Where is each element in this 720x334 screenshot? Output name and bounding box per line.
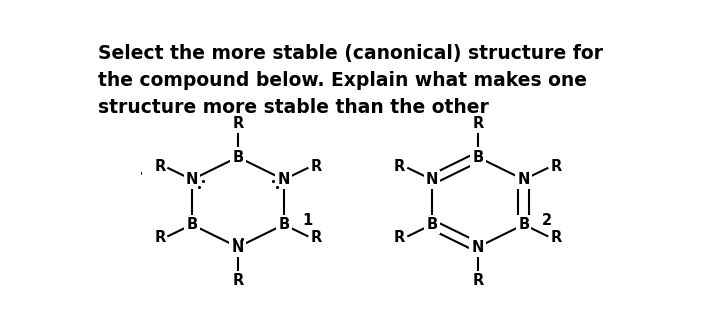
Text: R: R	[154, 230, 166, 245]
Text: N: N	[472, 239, 484, 255]
Text: R: R	[472, 273, 483, 288]
Text: B: B	[518, 217, 529, 232]
Text: R: R	[394, 159, 405, 174]
Text: R: R	[472, 116, 483, 131]
Text: Select the more stable (canonical) structure for
the compound below. Explain wha: Select the more stable (canonical) struc…	[99, 44, 603, 118]
Text: B: B	[233, 150, 243, 165]
Text: N: N	[232, 239, 244, 255]
Text: ': '	[140, 171, 143, 181]
Text: R: R	[310, 230, 322, 245]
Text: B: B	[472, 150, 483, 165]
Text: B: B	[278, 217, 289, 232]
Text: R: R	[154, 159, 166, 174]
Text: R: R	[233, 116, 243, 131]
Text: R: R	[233, 273, 243, 288]
Text: 1: 1	[302, 213, 312, 227]
Text: N: N	[278, 172, 290, 187]
Text: R: R	[310, 159, 322, 174]
Text: R: R	[550, 230, 562, 245]
Text: R: R	[394, 230, 405, 245]
Text: 2: 2	[542, 213, 552, 227]
Text: B: B	[186, 217, 197, 232]
Text: N: N	[426, 172, 438, 187]
Text: N: N	[518, 172, 530, 187]
Text: B: B	[426, 217, 438, 232]
Text: R: R	[550, 159, 562, 174]
Text: N: N	[186, 172, 198, 187]
